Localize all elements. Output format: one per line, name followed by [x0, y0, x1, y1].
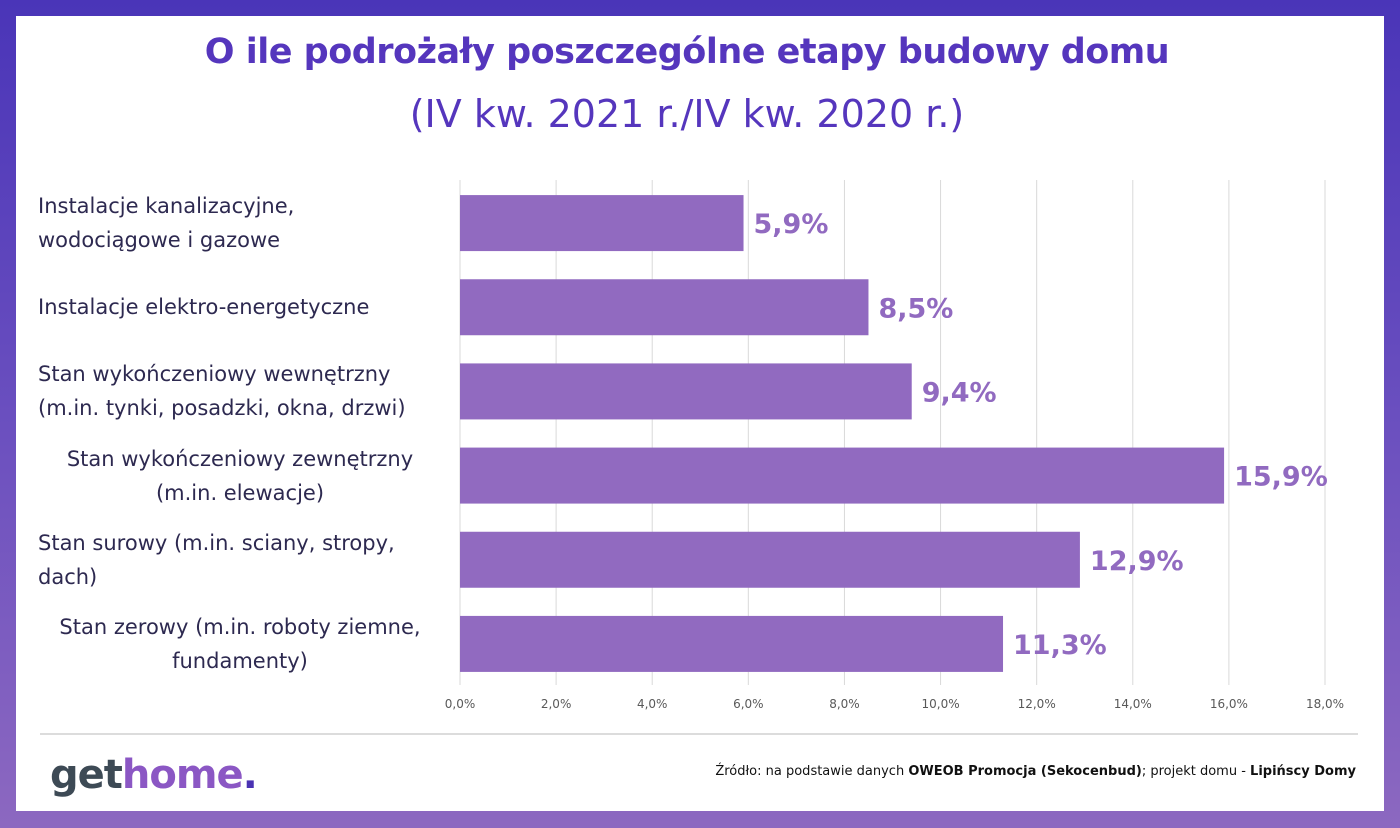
logo-dot: .: [242, 752, 258, 798]
bar: [460, 195, 744, 252]
category-label: Instalacje kanalizacyjne, wodociągowe i g…: [38, 189, 438, 257]
source-note: Źródło: na podstawie danych OWEOB Promoc…: [715, 764, 1356, 779]
data-label: 9,4%: [922, 377, 997, 408]
category-label-line: Instalacje kanalizacyjne,: [38, 194, 295, 219]
category-label: Stan surowy (m.in. sciany, stropy, dach): [38, 526, 438, 594]
category-label-line: dach): [38, 564, 98, 589]
bar: [460, 531, 1080, 588]
data-label: 5,9%: [754, 209, 829, 240]
logo-home: home: [121, 752, 244, 798]
data-label: 11,3%: [1013, 630, 1107, 661]
x-tick-label: 16,0%: [1210, 697, 1248, 711]
category-label-line: Stan zerowy (m.in. roboty ziemne,: [59, 614, 421, 639]
data-label: 8,5%: [878, 293, 953, 324]
category-label-line: fundamenty): [172, 648, 308, 673]
data-label: 15,9%: [1234, 462, 1328, 493]
x-tick-label: 10,0%: [921, 697, 959, 711]
x-tick-label: 2,0%: [541, 697, 572, 711]
source-data-provider: OWEOB Promocja (Sekocenbud): [908, 764, 1142, 779]
category-label-line: Instalacje elektro-energetyczne: [38, 295, 370, 320]
bar: [460, 363, 912, 420]
category-label-line: (m.in. tynki, posadzki, okna, drzwi): [38, 396, 406, 421]
source-mid: ; projekt domu -: [1141, 764, 1251, 779]
category-label: Stan wykończeniowy zewnętrzny (m.in. elew…: [30, 442, 450, 510]
category-label-line: (m.in. elewacje): [155, 480, 325, 505]
category-label-line: Stan surowy (m.in. sciany, stropy,: [38, 530, 395, 555]
data-label: 12,9%: [1090, 546, 1184, 577]
x-tick-label: 8,0%: [829, 697, 860, 711]
chart-subtitle: (IV kw. 2021 r./IV kw. 2020 r.): [409, 92, 965, 136]
category-label-line: Stan wykończeniowy zewnętrzny: [66, 446, 414, 471]
category-label-line: wodociągowe i gazowe: [38, 228, 281, 253]
source-project-author: Lipińscy Domy: [1250, 764, 1356, 779]
x-tick-label: 14,0%: [1114, 697, 1152, 711]
bar: [460, 279, 869, 336]
source-prefix: Źródło: na podstawie danych: [715, 764, 909, 779]
category-label: Stan zerowy (m.in. roboty ziemne, fundame…: [30, 610, 450, 678]
logo-get: get: [50, 752, 123, 798]
x-tick-label: 4,0%: [637, 697, 668, 711]
chart-title: O ile podrożały poszczególne etapy budow…: [204, 32, 1170, 72]
x-tick-label: 6,0%: [733, 697, 764, 711]
x-tick-label: 0,0%: [445, 697, 476, 711]
bar: [460, 615, 1004, 672]
x-tick-label: 18,0%: [1306, 697, 1344, 711]
divider: [40, 733, 1358, 735]
gethome-logo: gethome.: [50, 752, 258, 798]
category-label: Instalacje elektro-energetyczne: [38, 290, 438, 324]
bar: [460, 447, 1225, 504]
category-label: Stan wykończeniowy wewnętrzny (m.in. tynk…: [38, 357, 438, 425]
category-label-line: Stan wykończeniowy wewnętrzny: [38, 362, 391, 387]
x-tick-label: 12,0%: [1018, 697, 1056, 711]
